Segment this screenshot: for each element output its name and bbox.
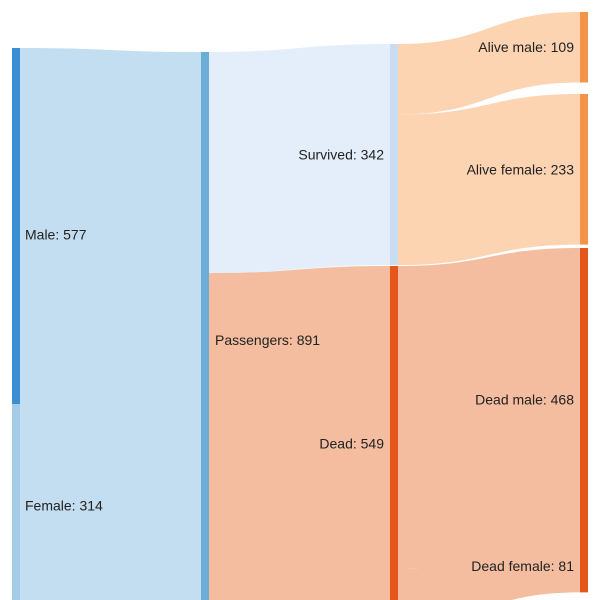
node-dead-female[interactable] [580,540,588,593]
node-label-alive-female: Alive female: 233 [467,161,575,177]
link-passengers-to-dead[interactable] [209,266,390,600]
node-label-female: Female: 314 [25,497,103,513]
link-passengers-to-survived[interactable] [209,44,390,274]
node-male[interactable] [12,48,20,422]
link-survived-to-alive_female[interactable] [398,94,580,266]
node-label-dead-female: Dead female: 81 [471,558,574,574]
link-female-to-passengers[interactable] [20,404,201,600]
node-survived[interactable] [390,44,398,266]
labels-layer: Male: 577 Female: 314 Passengers: 891 Survi… [25,39,574,574]
node-label-dead-male: Dead male: 468 [475,391,574,407]
node-label-survived: Survived: 342 [298,147,384,163]
node-female[interactable] [12,404,20,600]
node-passengers[interactable] [201,52,209,600]
link-survived-to-alive_male[interactable] [398,12,580,115]
node-dead-male[interactable] [580,248,588,551]
links-layer [20,12,580,600]
node-dead[interactable] [390,266,398,600]
link-dead-to-dead_male[interactable] [398,248,580,569]
node-label-passengers: Passengers: 891 [215,332,320,348]
node-alive-male[interactable] [580,12,588,83]
node-alive-female[interactable] [580,94,588,245]
node-label-dead: Dead: 549 [319,435,384,451]
link-male-to-passengers[interactable] [20,48,201,426]
nodes-layer [12,12,588,600]
node-label-alive-male: Alive male: 109 [478,39,574,55]
link-dead-to-dead_female[interactable] [398,540,580,600]
node-label-male: Male: 577 [25,227,87,243]
